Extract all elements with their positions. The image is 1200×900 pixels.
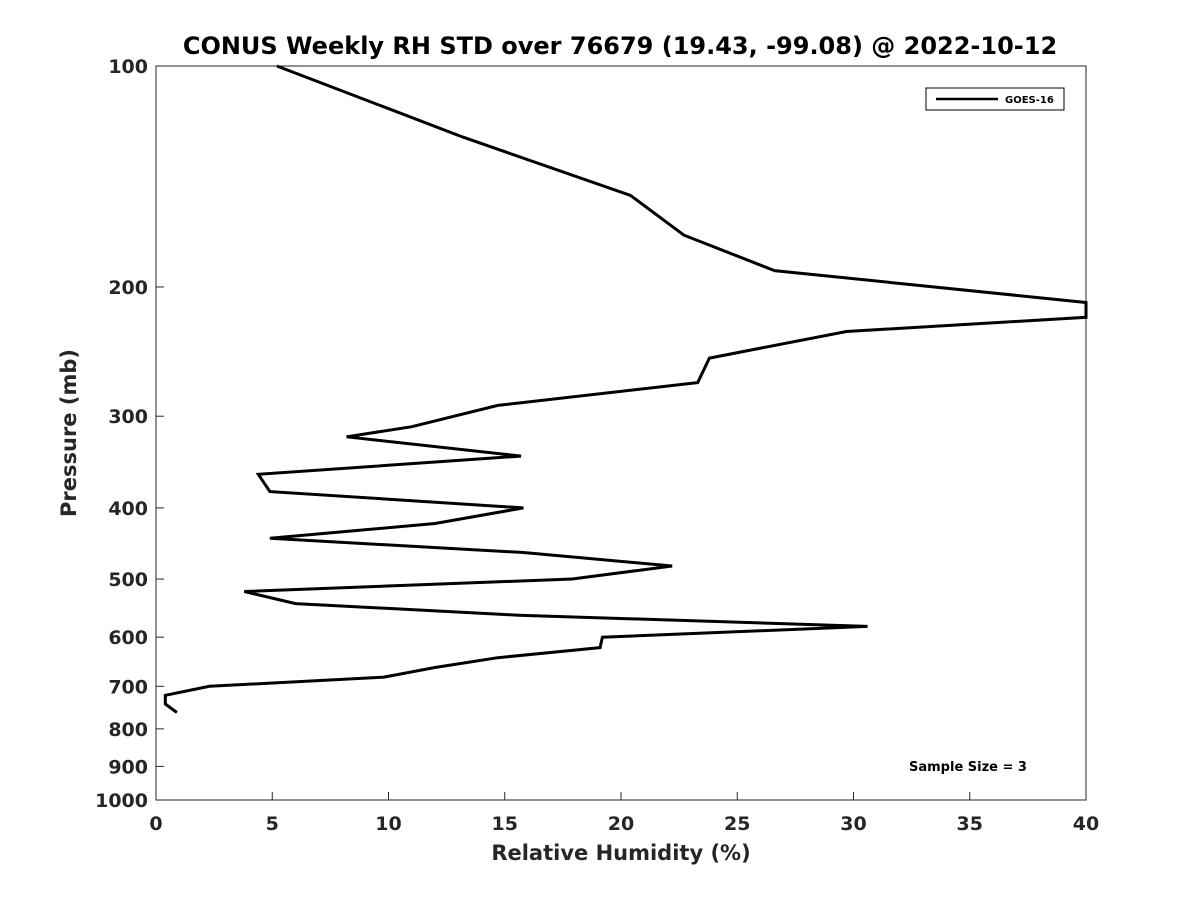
x-axis: 0 5 10 15 20 25 30 35 40 <box>149 792 1099 835</box>
y-tick-label: 100 <box>108 56 148 78</box>
y-tick-label: 700 <box>108 676 148 698</box>
x-tick-label: 0 <box>149 813 162 835</box>
x-tick-label: 35 <box>957 813 983 835</box>
x-tick-label: 40 <box>1073 813 1099 835</box>
x-tick-label: 5 <box>266 813 279 835</box>
x-tick-label: 30 <box>840 813 866 835</box>
plot-area-frame <box>155 65 1087 801</box>
y-tick-label: 1000 <box>95 790 148 812</box>
y-tick-label: 500 <box>108 569 148 591</box>
y-axis: 100 200 300 400 500 600 700 800 900 1000 <box>95 56 164 812</box>
y-tick-label: 800 <box>108 719 148 741</box>
x-tick-label: 20 <box>608 813 634 835</box>
series-line-goes-16 <box>163 64 1088 714</box>
legend-label-goes-16: GOES-16 <box>1005 95 1054 106</box>
y-axis-label: Pressure (mb) <box>57 349 81 517</box>
x-tick-label: 25 <box>724 813 750 835</box>
y-tick-label: 900 <box>108 756 148 778</box>
x-axis-label: Relative Humidity (%) <box>491 841 750 865</box>
series-layer <box>163 64 1088 714</box>
chart-title: CONUS Weekly RH STD over 76679 (19.43, -… <box>183 32 1057 60</box>
y-tick-label: 200 <box>108 277 148 299</box>
x-tick-label: 15 <box>492 813 518 835</box>
sample-size-annotation: Sample Size = 3 <box>909 760 1027 775</box>
y-tick-label: 600 <box>108 627 148 649</box>
x-tick-label: 10 <box>375 813 401 835</box>
y-tick-label: 300 <box>108 406 148 428</box>
y-tick-label: 400 <box>108 498 148 520</box>
legend: GOES-16 <box>925 87 1065 111</box>
